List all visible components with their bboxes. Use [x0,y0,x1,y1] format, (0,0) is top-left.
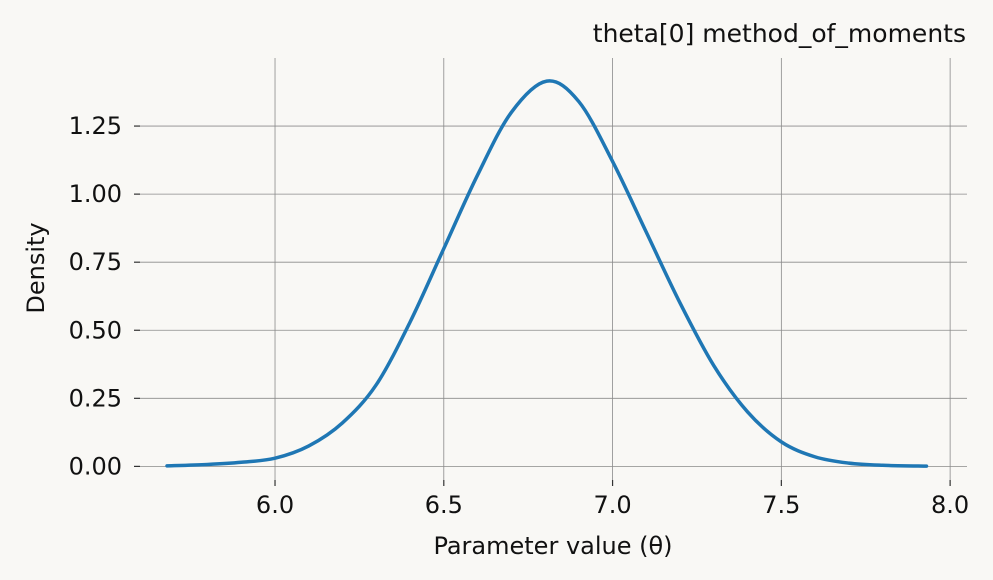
series-layer [165,79,929,468]
x-axis-ticks: 6.0 6.5 7.0 7.5 8.0 [256,480,969,519]
y-tick-label: 1.25 [69,112,122,140]
y-tick-label: 0.25 [69,384,122,412]
x-tick-label: 7.0 [593,491,631,519]
y-grid [140,125,967,467]
chart-title: theta[0] method_of_moments [593,19,966,48]
x-axis-title: Parameter value (θ) [433,532,672,560]
x-tick-label: 8.0 [931,491,969,519]
x-tick-label: 7.5 [762,491,800,519]
y-tick-label: 0.00 [69,452,122,480]
y-axis-title: Density [22,222,50,313]
x-tick-label: 6.5 [425,491,463,519]
y-tick-label: 0.75 [69,248,122,276]
x-tick-label: 6.0 [256,491,294,519]
y-axis-ticks: 0.00 0.25 0.50 0.75 1.00 1.25 [69,112,140,480]
y-tick-label: 1.00 [69,180,122,208]
density-curve [165,79,929,468]
x-grid [274,58,951,480]
y-tick-label: 0.50 [69,316,122,344]
